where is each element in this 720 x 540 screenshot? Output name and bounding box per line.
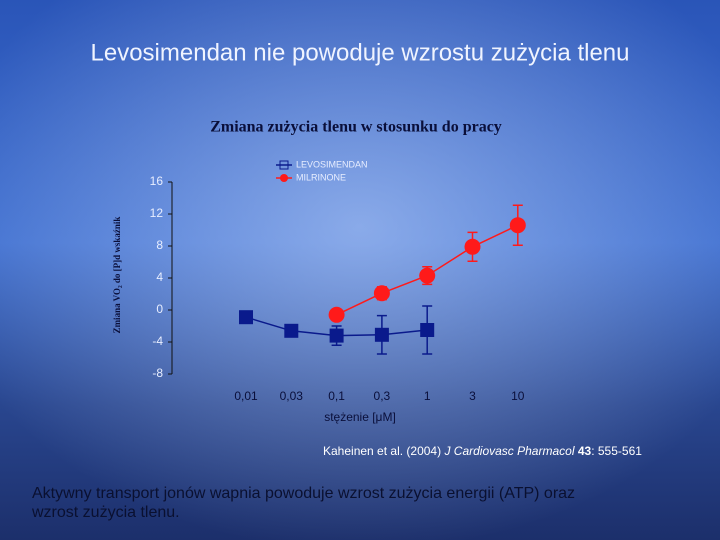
x-tick-label: 1 [424, 389, 431, 403]
x-tick-label: 10 [511, 389, 525, 403]
legend-label: MILRINONE [296, 172, 346, 182]
data-point [239, 310, 253, 325]
data-point [374, 327, 389, 342]
y-tick-label: 8 [156, 238, 163, 252]
x-tick-label: 0,03 [280, 389, 304, 403]
x-tick-label: 0,1 [328, 389, 345, 403]
data-point [329, 328, 344, 343]
citation-volume: 43 [578, 444, 592, 458]
data-point [420, 323, 435, 337]
data-point [284, 323, 299, 338]
data-point [419, 267, 436, 284]
x-tick-label: 0,01 [234, 389, 258, 403]
y-tick-label: 12 [150, 206, 164, 220]
y-tick-label: 0 [156, 302, 163, 316]
data-point [464, 238, 481, 255]
citation: Kaheinen et al. (2004) J Cardiovasc Phar… [323, 444, 642, 458]
y-tick-label: 4 [156, 270, 163, 284]
citation-journal: J Cardiovasc Pharmacol [443, 444, 574, 458]
data-point [509, 217, 526, 234]
data-point [373, 285, 390, 302]
y-axis-label: Zmiana VO₂ do [P]d wskaźnik [112, 217, 122, 334]
legend-label: LEVOSIMENDAN [296, 159, 368, 169]
y-tick-label: -8 [152, 366, 163, 380]
x-tick-label: 0,3 [374, 389, 391, 403]
y-tick-label: -4 [152, 334, 163, 348]
citation-authors: Kaheinen et al. (2004) [323, 444, 441, 458]
y-tick-label: 16 [150, 174, 164, 188]
slide-title: Levosimendan nie powoduje wzrostu zużyci… [91, 39, 630, 66]
chart-title: Zmiana zużycia tlenu w stosunku do pracy [210, 119, 502, 136]
chart: -8 -4 0 4 8 12 16 0,01 0,03 0,1 0,3 1 3 10 LEVOSIMENDA… [150, 159, 526, 403]
legend-marker [279, 160, 289, 170]
footer-line: wzrost zużycia tlenu. [31, 504, 180, 521]
x-axis-label: stężenie [μM] [324, 410, 396, 424]
data-point [328, 306, 345, 323]
footer-line: Aktywny transport jonów wapnia powoduje … [32, 485, 575, 502]
citation-pages: : 555-561 [591, 444, 642, 458]
legend-marker [280, 174, 288, 182]
x-tick-label: 3 [469, 389, 476, 403]
